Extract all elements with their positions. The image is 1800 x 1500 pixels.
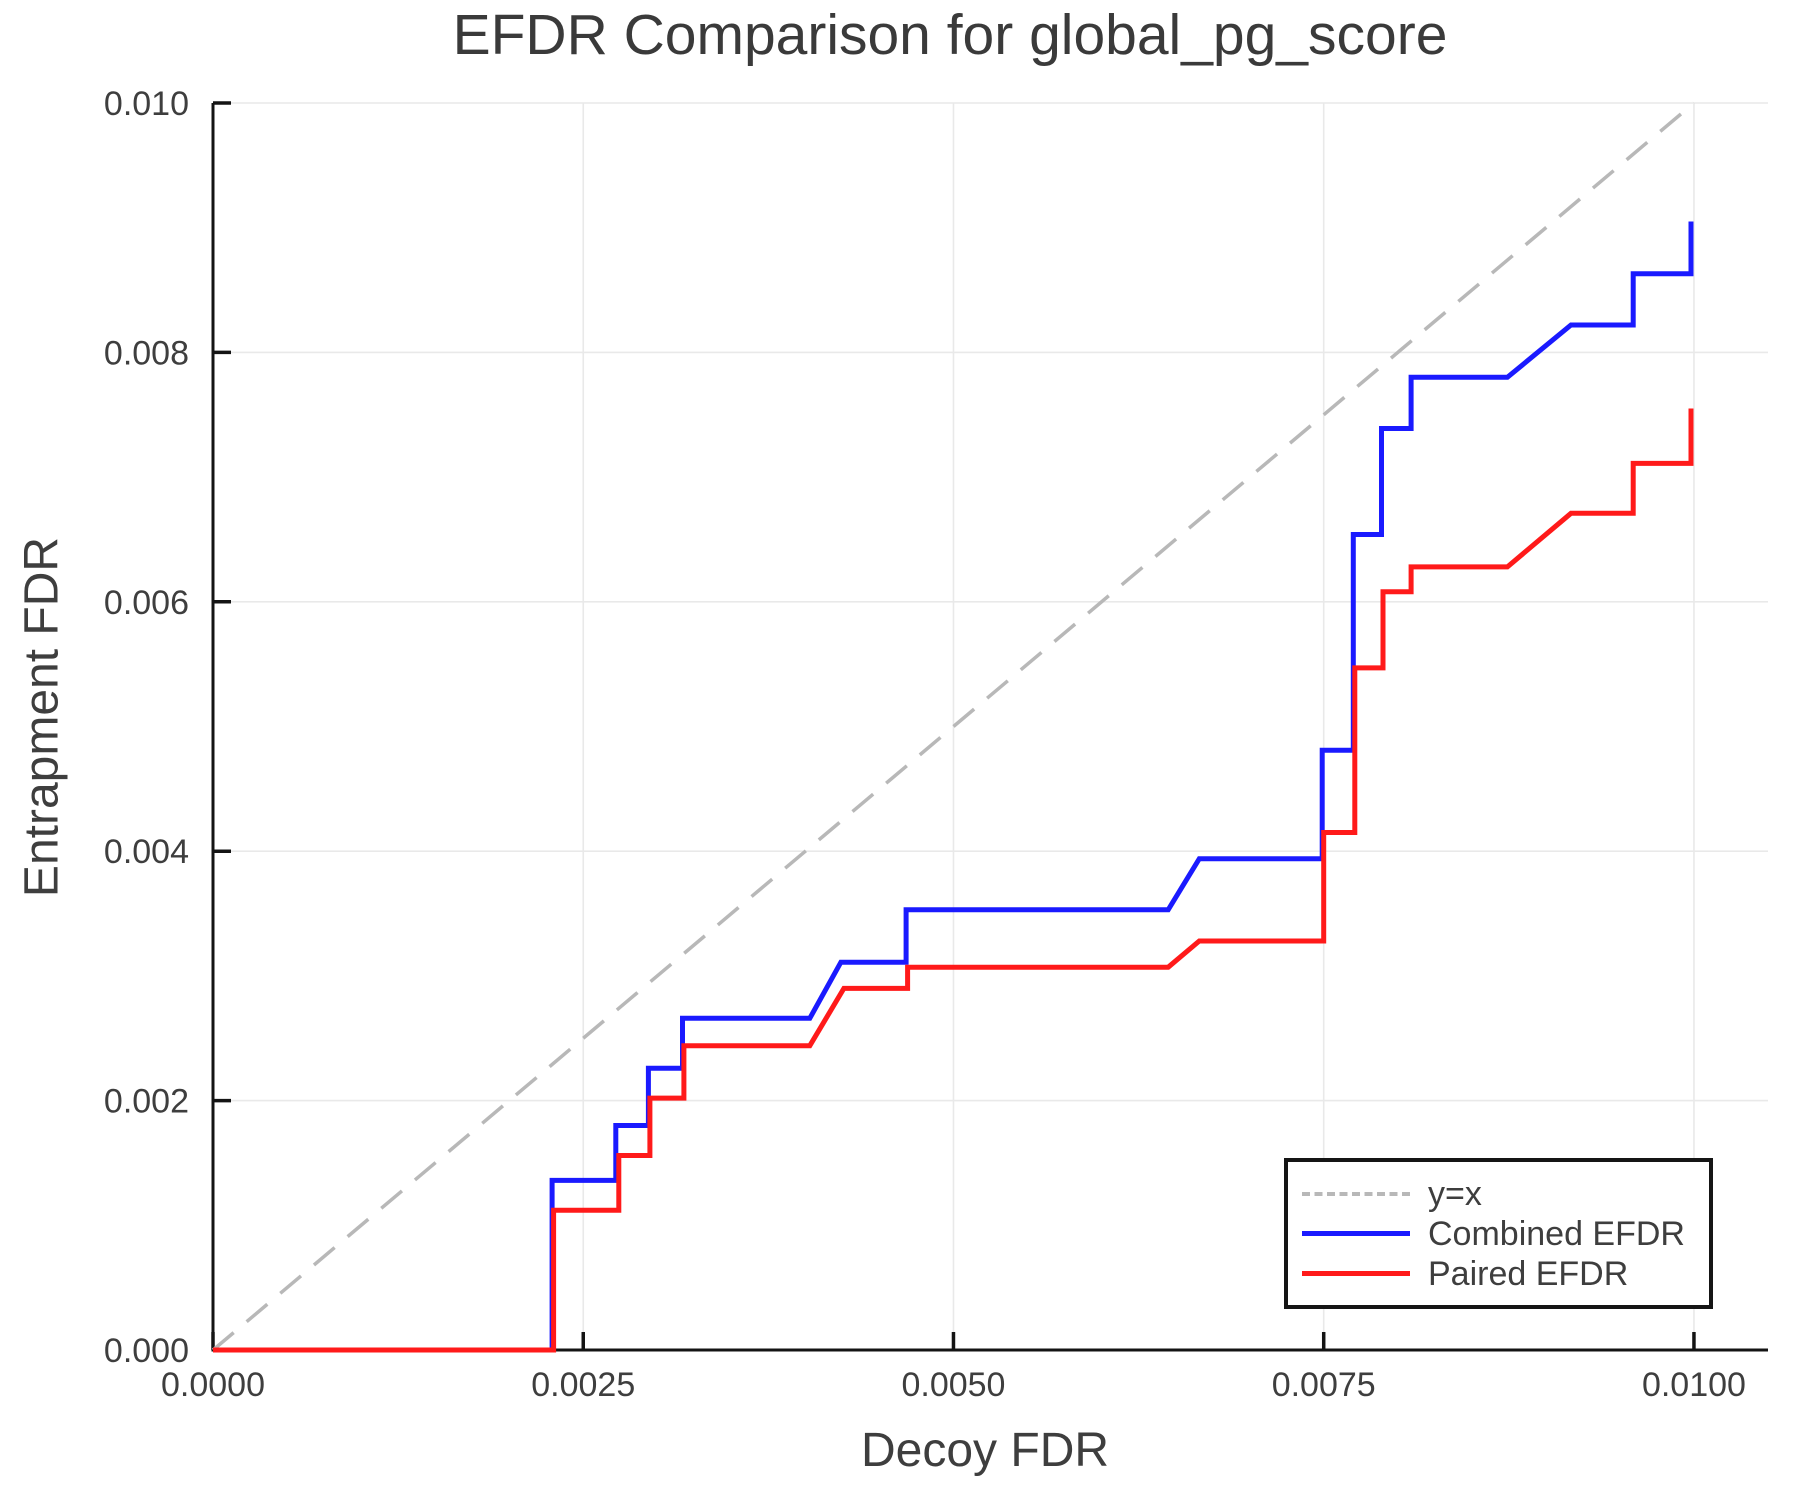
series-line-paired-efdr <box>213 408 1694 1353</box>
legend-item-combined-efdr: Combined EFDR <box>1302 1214 1709 1254</box>
y-tick-label: 0.006 <box>104 584 189 622</box>
legend-label-combined-efdr: Combined EFDR <box>1428 1214 1685 1253</box>
x-tick-label: 0.0050 <box>901 1366 1005 1404</box>
series-line-y-x <box>211 101 1696 1352</box>
y-tick-label: 0.010 <box>104 85 189 123</box>
y-tick-label: 0.000 <box>104 1332 189 1370</box>
legend-item-paired-efdr: Paired EFDR <box>1302 1254 1709 1294</box>
series-line-combined-efdr <box>213 221 1694 1353</box>
x-axis-label: Decoy FDR <box>860 1424 1110 1477</box>
x-tick-label: 0.0025 <box>531 1366 635 1404</box>
legend-line-sample-combined-efdr <box>1302 1231 1410 1236</box>
y-tick-label: 0.002 <box>104 1083 189 1121</box>
y-axis-label: Entrapment FDR <box>15 536 69 898</box>
legend-label-yx: y=x <box>1428 1174 1482 1213</box>
x-tick-label: 0.0000 <box>161 1366 265 1404</box>
legend-line-sample-paired-efdr <box>1302 1271 1410 1276</box>
x-tick-label: 0.0075 <box>1272 1366 1376 1404</box>
legend-label-paired-efdr: Paired EFDR <box>1428 1254 1629 1293</box>
x-tick-label: 0.0100 <box>1642 1366 1746 1404</box>
y-tick-label: 0.008 <box>104 334 189 372</box>
chart-title: EFDR Comparison for global_pg_score <box>452 3 1448 67</box>
legend-line-sample-yx <box>1302 1191 1410 1196</box>
legend-item-yx: y=x <box>1302 1174 1709 1214</box>
legend: y=x Combined EFDR Paired EFDR <box>1284 1158 1713 1309</box>
y-tick-label: 0.004 <box>104 833 189 871</box>
